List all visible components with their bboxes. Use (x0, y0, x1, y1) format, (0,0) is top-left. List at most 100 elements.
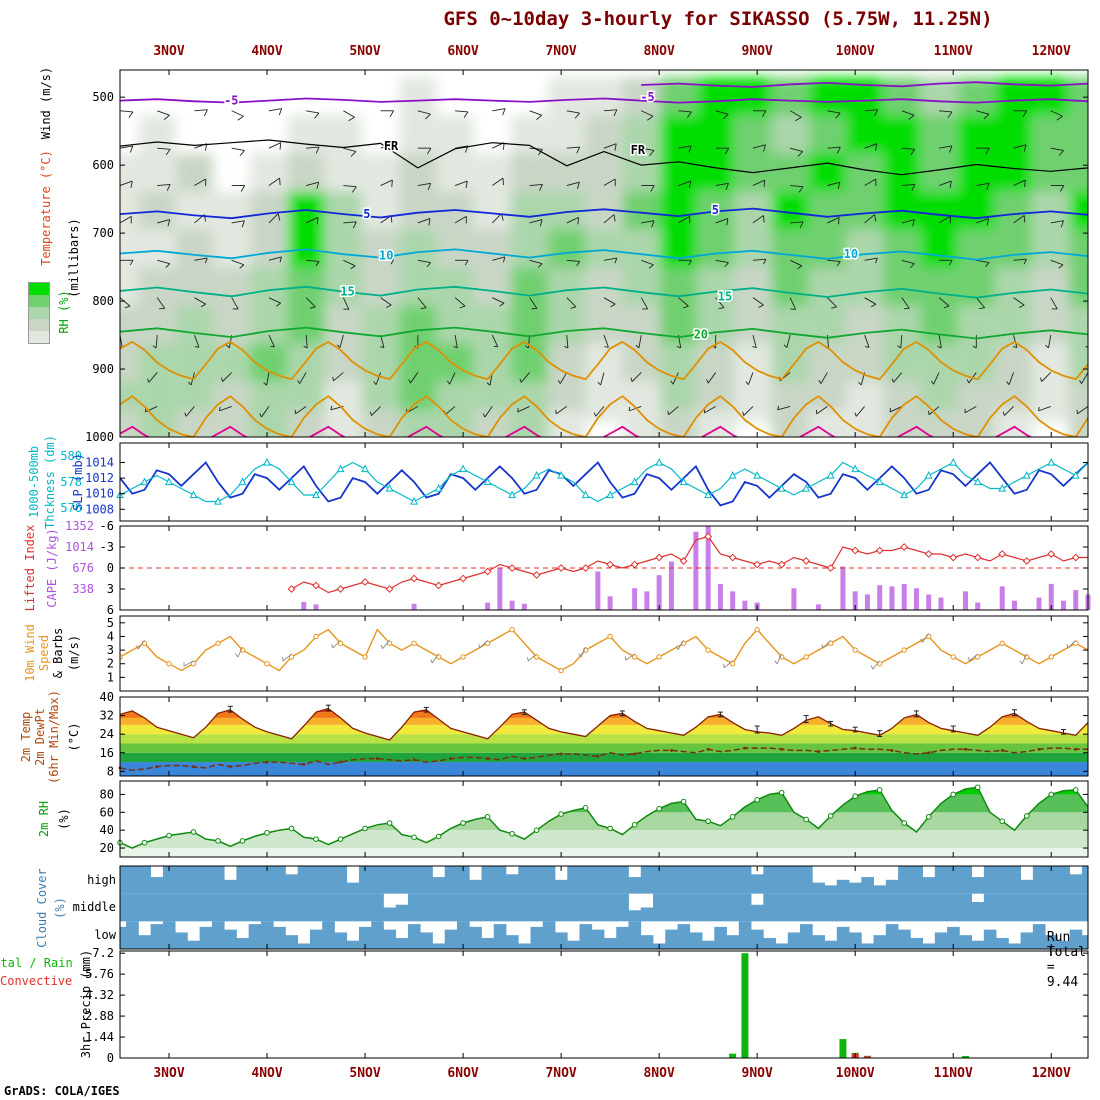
y-tick-label: 1000 (85, 430, 114, 444)
x-axis-top: 3NOV 4NOV 5NOV 6NOV 7NOV 8NOV 9NOV 10NOV 11NOV 12… (0, 44, 1100, 60)
x-tick-label: 5NOV (349, 44, 381, 59)
x-tick-label: 11NOV (933, 1066, 973, 1081)
x-tick-label: 5NOV (349, 1066, 381, 1081)
y-tick-label: 7.2 (92, 946, 114, 960)
cloud-row-label-high: high (87, 873, 116, 887)
chart-title: GFS 0~10day 3-hourly for SIKASSO (5.75W,… (443, 8, 993, 30)
y-tick-label: 676 (72, 561, 94, 575)
axis-label-thickness-1: 1000-500mb (27, 445, 41, 519)
y-tick-label: -6 (100, 519, 114, 533)
cape-frame: -6 -3 0 3 6 338 676 1014 1352 (65, 519, 1089, 617)
y-tick-label: -3 (100, 540, 114, 554)
rh2m-panel (117, 784, 1089, 849)
axis-label-millibars: (millibars) (67, 218, 81, 298)
y-tick-label: 1010 (85, 487, 114, 501)
axis-label-slp: SLP (mb) (71, 453, 85, 511)
axis-label-t2m-1: 2m Temp (19, 711, 33, 763)
y-tick-label: 80 (100, 787, 114, 801)
y-tick-label: 2 (107, 657, 114, 671)
y-tick-label: 1352 (65, 519, 94, 533)
rh-colorbar-cell (29, 307, 49, 319)
y-tick-label: 8 (107, 764, 114, 778)
y-tick-label: 60 (100, 805, 114, 819)
contour-label: -5 (224, 94, 238, 108)
cloud-panel (120, 866, 1088, 949)
y-tick-label: 40 (100, 823, 114, 837)
axis-label-thickness-2: Thckness (dm) (43, 435, 57, 529)
axis-label-wind10m-1: 10m Wind (23, 624, 37, 682)
axis-label-wind: Wind (m/s) (39, 66, 53, 140)
y-tick-label: 4.32 (85, 988, 114, 1002)
axis-label-t2m-3: (6hr Min/Max) (47, 690, 61, 784)
x-tick-label: 9NOV (741, 1066, 773, 1081)
axis-label-rh: RH (%) (57, 290, 71, 334)
contour-label: FR (631, 143, 646, 157)
upper-air-frame: 500 600 700 800 900 1000 (85, 69, 1089, 444)
rh-colorbar-cell (29, 331, 49, 343)
y-tick-label: 578 (60, 475, 82, 489)
y-tick-label: 2.88 (85, 1009, 114, 1023)
contour-label: 10 (379, 249, 393, 263)
rh-colorbar (28, 282, 50, 344)
x-tick-label: 6NOV (447, 1066, 479, 1081)
upper-air-panel: -5 -5 FR FR 5 5 10 10 15 15 20 (120, 77, 1088, 437)
t2m-frame: 8 16 24 32 40 (100, 690, 1089, 778)
y-tick-label: 5 (107, 616, 114, 630)
precip-frame: 0 1.44 2.88 4.32 5.76 7.2 (85, 946, 1089, 1065)
cloud-row-label-middle: middle (72, 900, 116, 914)
axis-label-wind10m-2: Speed (37, 634, 51, 672)
x-tick-label: 4NOV (251, 44, 283, 59)
wind10m-panel (120, 626, 1088, 674)
axis-label-precip-3hr: 3hr Precip (mm) (79, 949, 93, 1059)
y-tick-label: 0 (107, 561, 114, 575)
axis-label-precip-total: Total / Rain (0, 956, 73, 970)
contour-label: 15 (718, 289, 732, 303)
grads-credit: GrADS: COLA/IGES (4, 1084, 120, 1098)
y-tick-label: 1008 (85, 502, 114, 516)
y-tick-label: 1.44 (85, 1030, 114, 1044)
y-tick-label: 1014 (85, 456, 114, 470)
rh-colorbar-cell (29, 295, 49, 307)
x-tick-label: 12NOV (1031, 44, 1071, 59)
x-tick-label: 10NOV (835, 44, 875, 59)
contour-label: 15 (340, 285, 354, 299)
t2m-panel (118, 704, 1089, 771)
contour-label: 5 (712, 203, 719, 217)
contour-label: 10 (844, 247, 858, 261)
contour-label: 5 (363, 207, 370, 221)
x-axis-bottom: 3NOV 4NOV 5NOV 6NOV 7NOV 8NOV 9NOV 10NOV 11NOV 12… (0, 1066, 1100, 1082)
y-tick-label: 16 (100, 746, 114, 760)
y-tick-label: 3 (107, 582, 114, 596)
cloud-row-label-low: low (94, 928, 116, 942)
axis-label-t2m-4: (°C) (67, 722, 81, 752)
x-tick-label: 3NOV (153, 44, 185, 59)
y-tick-label: 20 (100, 841, 114, 855)
cloud-frame (119, 865, 1089, 950)
axis-label-cloud-1: Cloud Cover (35, 868, 49, 948)
axis-label-rh2m-2: (%) (57, 808, 71, 830)
axis-label-wind10m-3: & Barbs (51, 627, 65, 679)
y-tick-label: 1012 (85, 471, 114, 485)
y-tick-label: 600 (92, 158, 114, 172)
y-tick-label: 5.76 (85, 967, 114, 981)
y-tick-label: 1 (107, 670, 114, 684)
y-tick-label: 900 (92, 362, 114, 376)
rh2m-bands (120, 787, 1088, 857)
precip-panel (729, 953, 969, 1058)
cape-li-panel (120, 526, 1091, 610)
axis-label-cloud-2: (%) (53, 897, 67, 919)
rh-colorbar-cell (29, 319, 49, 331)
slp-thickness-panel (116, 458, 1089, 507)
rh2m-frame: 20 40 60 80 (100, 780, 1089, 858)
y-tick-label: 800 (92, 294, 114, 308)
x-tick-label: 8NOV (643, 1066, 675, 1081)
y-tick-label: 24 (100, 727, 114, 741)
y-tick-label: 700 (92, 226, 114, 240)
x-tick-label: 3NOV (153, 1066, 185, 1081)
x-tick-label: 11NOV (933, 44, 973, 59)
x-tick-label: 10NOV (835, 1066, 875, 1081)
